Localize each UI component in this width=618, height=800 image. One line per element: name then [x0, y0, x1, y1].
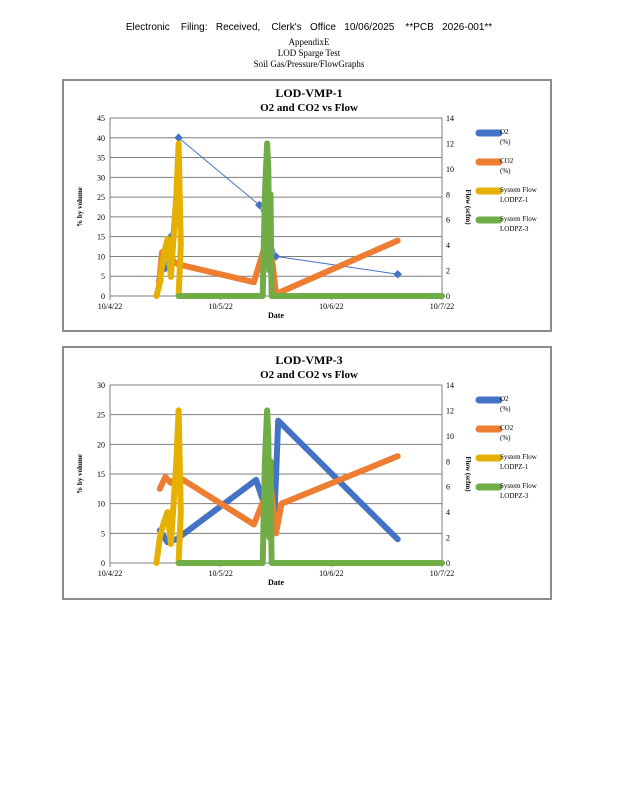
y2-tick-label: 8 — [446, 457, 450, 466]
chart-subtitle: O2 and CO2 vs Flow — [260, 102, 358, 114]
y-tick-label: 5 — [101, 272, 105, 281]
x-tick-label: 10/5/22 — [208, 569, 232, 578]
y-tick-label: 15 — [97, 470, 105, 479]
legend-label: CO2 — [500, 157, 514, 165]
y-tick-label: 25 — [97, 193, 105, 202]
data-point-o2 — [393, 270, 402, 279]
series-line-pz3 — [175, 140, 445, 299]
y2-tick-label: 10 — [446, 432, 454, 441]
y-tick-label: 0 — [101, 559, 105, 568]
x-tick-label: 10/6/22 — [319, 569, 343, 578]
y-axis-title: % by volume — [76, 454, 84, 494]
legend-label-unit: (%) — [500, 434, 511, 442]
chart-subtitle: O2 and CO2 vs Flow — [260, 369, 358, 381]
data-point-o2 — [174, 133, 183, 143]
legend-label-unit: (%) — [500, 138, 511, 146]
legend-label-unit: LODPZ-3 — [500, 225, 529, 233]
y2-tick-label: 12 — [446, 406, 454, 415]
legend-label: System Flow — [500, 453, 538, 461]
x-tick-label: 10/7/22 — [430, 302, 454, 311]
y-axis-title: % by volume — [76, 187, 84, 227]
y2-tick-label: 14 — [446, 381, 454, 390]
y-tick-label: 15 — [97, 233, 105, 242]
chart-vmp-1: LOD-VMP-1 O2 and CO2 vs Flow 0 5 10 15 20 25 30 3… — [62, 79, 552, 332]
chart-vmp-3-svg: LOD-VMP-3 O2 and CO2 vs Flow 0 5 10 15 20 25 30 0… — [76, 353, 538, 587]
series-line-pz1 — [153, 140, 185, 299]
chart-vmp-1-svg: LOD-VMP-1O2 and CO2 vs Flow0510152025303… — [76, 86, 538, 320]
series-line-co2 — [156, 453, 401, 537]
x-tick-label: 10/6/22 — [319, 302, 343, 311]
legend-label-unit: (%) — [500, 405, 511, 413]
graphs-title: Soil Gas/Pressure/FlowGraphs — [253, 59, 365, 69]
y2-tick-label: 4 — [446, 241, 450, 250]
appendix-title: AppendixE — [288, 37, 330, 47]
y-tick-label: 20 — [97, 213, 105, 222]
legend-label: System Flow — [500, 215, 538, 223]
y2-tick-label: 12 — [446, 139, 454, 148]
y-tick-label: 40 — [97, 134, 105, 143]
legend-label: System Flow — [500, 482, 538, 490]
series-line-o2 — [156, 417, 401, 546]
y2-tick-label: 0 — [446, 292, 450, 301]
y2-tick-label: 2 — [446, 534, 450, 543]
y-tick-label: 25 — [97, 411, 105, 420]
y-tick-label: 0 — [101, 292, 105, 301]
series-line-pz1 — [153, 407, 185, 566]
y2-tick-label: 4 — [446, 508, 450, 517]
x-axis-title: Date — [268, 578, 284, 587]
legend-label-unit: LODPZ-1 — [500, 463, 529, 471]
y-tick-label: 5 — [101, 529, 105, 538]
y-tick-label: 30 — [97, 381, 105, 390]
legend-label: System Flow — [500, 186, 538, 194]
legend-label-unit: LODPZ-1 — [500, 196, 529, 204]
legend-label: O2 — [500, 395, 509, 403]
y-tick-label: 30 — [97, 173, 105, 182]
x-tick-label: 10/4/22 — [98, 302, 122, 311]
data-point-o2 — [255, 200, 264, 210]
y2-tick-label: 14 — [446, 114, 454, 123]
filing-stamp: Electronic Filing: Received, Clerk's Off… — [125, 22, 493, 33]
y-tick-label: 45 — [97, 114, 105, 123]
y2-tick-label: 10 — [446, 165, 454, 174]
chart-title: LOD-VMP-3 — [275, 353, 342, 367]
chart-title: LOD-VMP-1 — [275, 86, 342, 100]
y2-tick-label: 2 — [446, 267, 450, 276]
series-line-co2 — [155, 235, 401, 297]
y2-axis-title: Flow (scfm) — [464, 189, 472, 225]
series-line-pz3 — [175, 407, 445, 566]
y2-tick-label: 0 — [446, 559, 450, 568]
x-tick-label: 10/5/22 — [208, 302, 232, 311]
x-axis-title: Date — [268, 311, 284, 320]
legend-label: O2 — [500, 128, 509, 136]
y-tick-label: 10 — [97, 252, 105, 261]
y2-tick-label: 8 — [446, 190, 450, 199]
legend-label-unit: (%) — [500, 167, 511, 175]
chart-vmp-3: LOD-VMP-3 O2 and CO2 vs Flow 0 5 10 15 20 25 30 0… — [62, 346, 552, 600]
y-tick-label: 10 — [97, 500, 105, 509]
series-line-o2 — [159, 137, 399, 281]
y-tick-label: 35 — [97, 154, 105, 163]
legend-label-unit: LODPZ-3 — [500, 492, 529, 500]
test-title: LOD Sparge Test — [277, 48, 341, 58]
legend-label: CO2 — [500, 424, 514, 432]
y-tick-label: 20 — [97, 440, 105, 449]
y2-tick-label: 6 — [446, 216, 450, 225]
x-tick-label: 10/4/22 — [98, 569, 122, 578]
y2-axis-title: Flow (scfm) — [464, 456, 472, 492]
x-tick-label: 10/7/22 — [430, 569, 454, 578]
y2-tick-label: 6 — [446, 483, 450, 492]
